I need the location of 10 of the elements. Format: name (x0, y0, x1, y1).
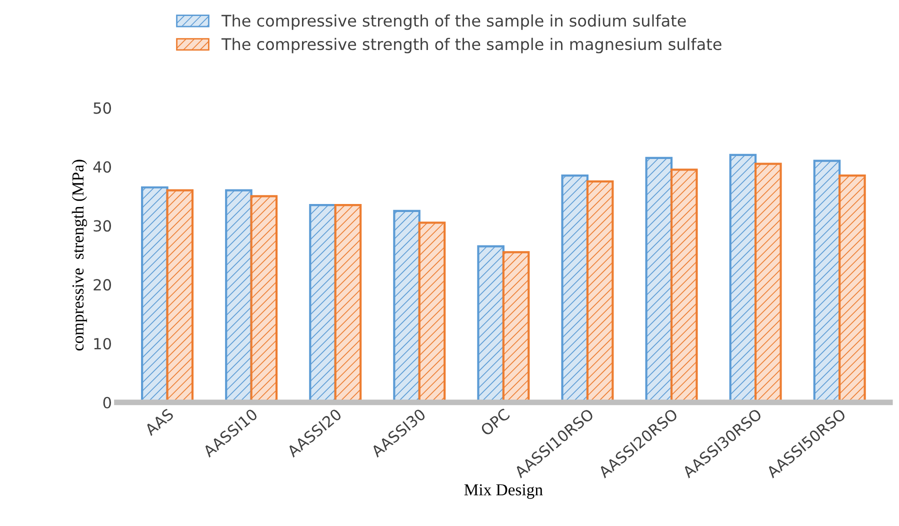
x-axis-title: Mix Design (464, 484, 543, 499)
y-axis-title: compressive strength (MPa) (72, 160, 88, 351)
legend-label: The compressive strength of the sample in sodium sulfate (221, 14, 686, 30)
y-tick-label: 40 (93, 161, 111, 173)
y-tick-label: 20 (94, 279, 111, 291)
y-tick-label: 30 (94, 220, 111, 232)
y-tick-label: 50 (94, 102, 111, 114)
legend-label: The compressive strength of the sample in magnesium sulfate (221, 38, 722, 54)
y-tick-label: 10 (94, 338, 111, 350)
y-tick-label: 0 (103, 396, 111, 408)
